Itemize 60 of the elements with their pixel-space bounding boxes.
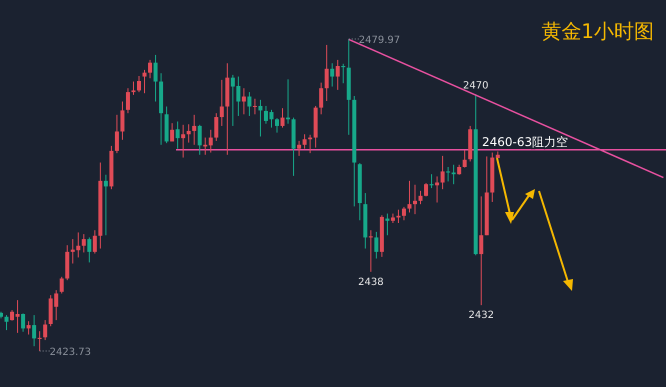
candlestick — [319, 82, 324, 115]
candlestick — [154, 54, 158, 102]
candlestick — [170, 122, 174, 142]
candlestick — [4, 314, 9, 331]
annotation: 2423.73 — [50, 347, 91, 358]
candlestick — [462, 150, 467, 168]
candlestick — [302, 134, 307, 150]
candlestick — [390, 213, 395, 224]
candlestick — [60, 276, 64, 294]
candlestick — [176, 120, 180, 150]
candlestick — [198, 124, 202, 156]
candlestick — [479, 196, 484, 306]
candlestick — [430, 174, 434, 189]
candlestick — [275, 118, 279, 134]
candlestick — [192, 114, 196, 146]
candlestick — [21, 312, 26, 332]
candlestick — [148, 59, 152, 79]
candlestick — [137, 76, 141, 93]
ref-line-label: 2460-63阻力空 — [482, 134, 568, 149]
candlestick — [142, 69, 147, 94]
candlestick — [220, 79, 224, 126]
annotation: 2432 — [468, 310, 494, 322]
candlestick — [242, 88, 246, 115]
candlestick — [280, 108, 285, 128]
candlestick — [402, 206, 406, 221]
candlestick — [120, 101, 124, 140]
candlestick — [126, 88, 130, 114]
candlestick — [418, 190, 423, 205]
candlestick — [92, 230, 97, 254]
candlestick — [43, 320, 48, 341]
candlestick — [440, 155, 445, 190]
candlestick — [186, 124, 191, 144]
candlestick — [457, 164, 462, 176]
candlestick — [181, 124, 186, 158]
candlestick — [32, 314, 36, 347]
candlestick — [413, 184, 417, 215]
candlestick — [324, 44, 329, 102]
candlestick — [214, 112, 218, 142]
candlestick — [330, 62, 334, 88]
candlestick — [297, 140, 302, 156]
candlestick — [82, 234, 86, 253]
candlestick — [435, 176, 440, 203]
candlestick — [87, 236, 92, 263]
candlestick — [374, 231, 378, 260]
annotation: 2438 — [358, 276, 384, 288]
annotation: 2479.97 — [358, 35, 400, 46]
chart-title: 黄金1小时图 — [541, 19, 654, 43]
candlestick — [336, 59, 340, 90]
candlestick — [208, 129, 213, 154]
candlestick — [385, 213, 390, 236]
candlestick — [114, 114, 119, 154]
candlestick — [104, 174, 108, 236]
candlestick — [26, 320, 31, 336]
annotation: 2470 — [462, 80, 488, 92]
candlestick — [252, 98, 257, 115]
candlestick — [424, 182, 428, 197]
candlestick — [258, 99, 262, 137]
candlestick — [247, 92, 252, 116]
candlestick — [286, 78, 290, 124]
candlestick — [407, 180, 412, 213]
